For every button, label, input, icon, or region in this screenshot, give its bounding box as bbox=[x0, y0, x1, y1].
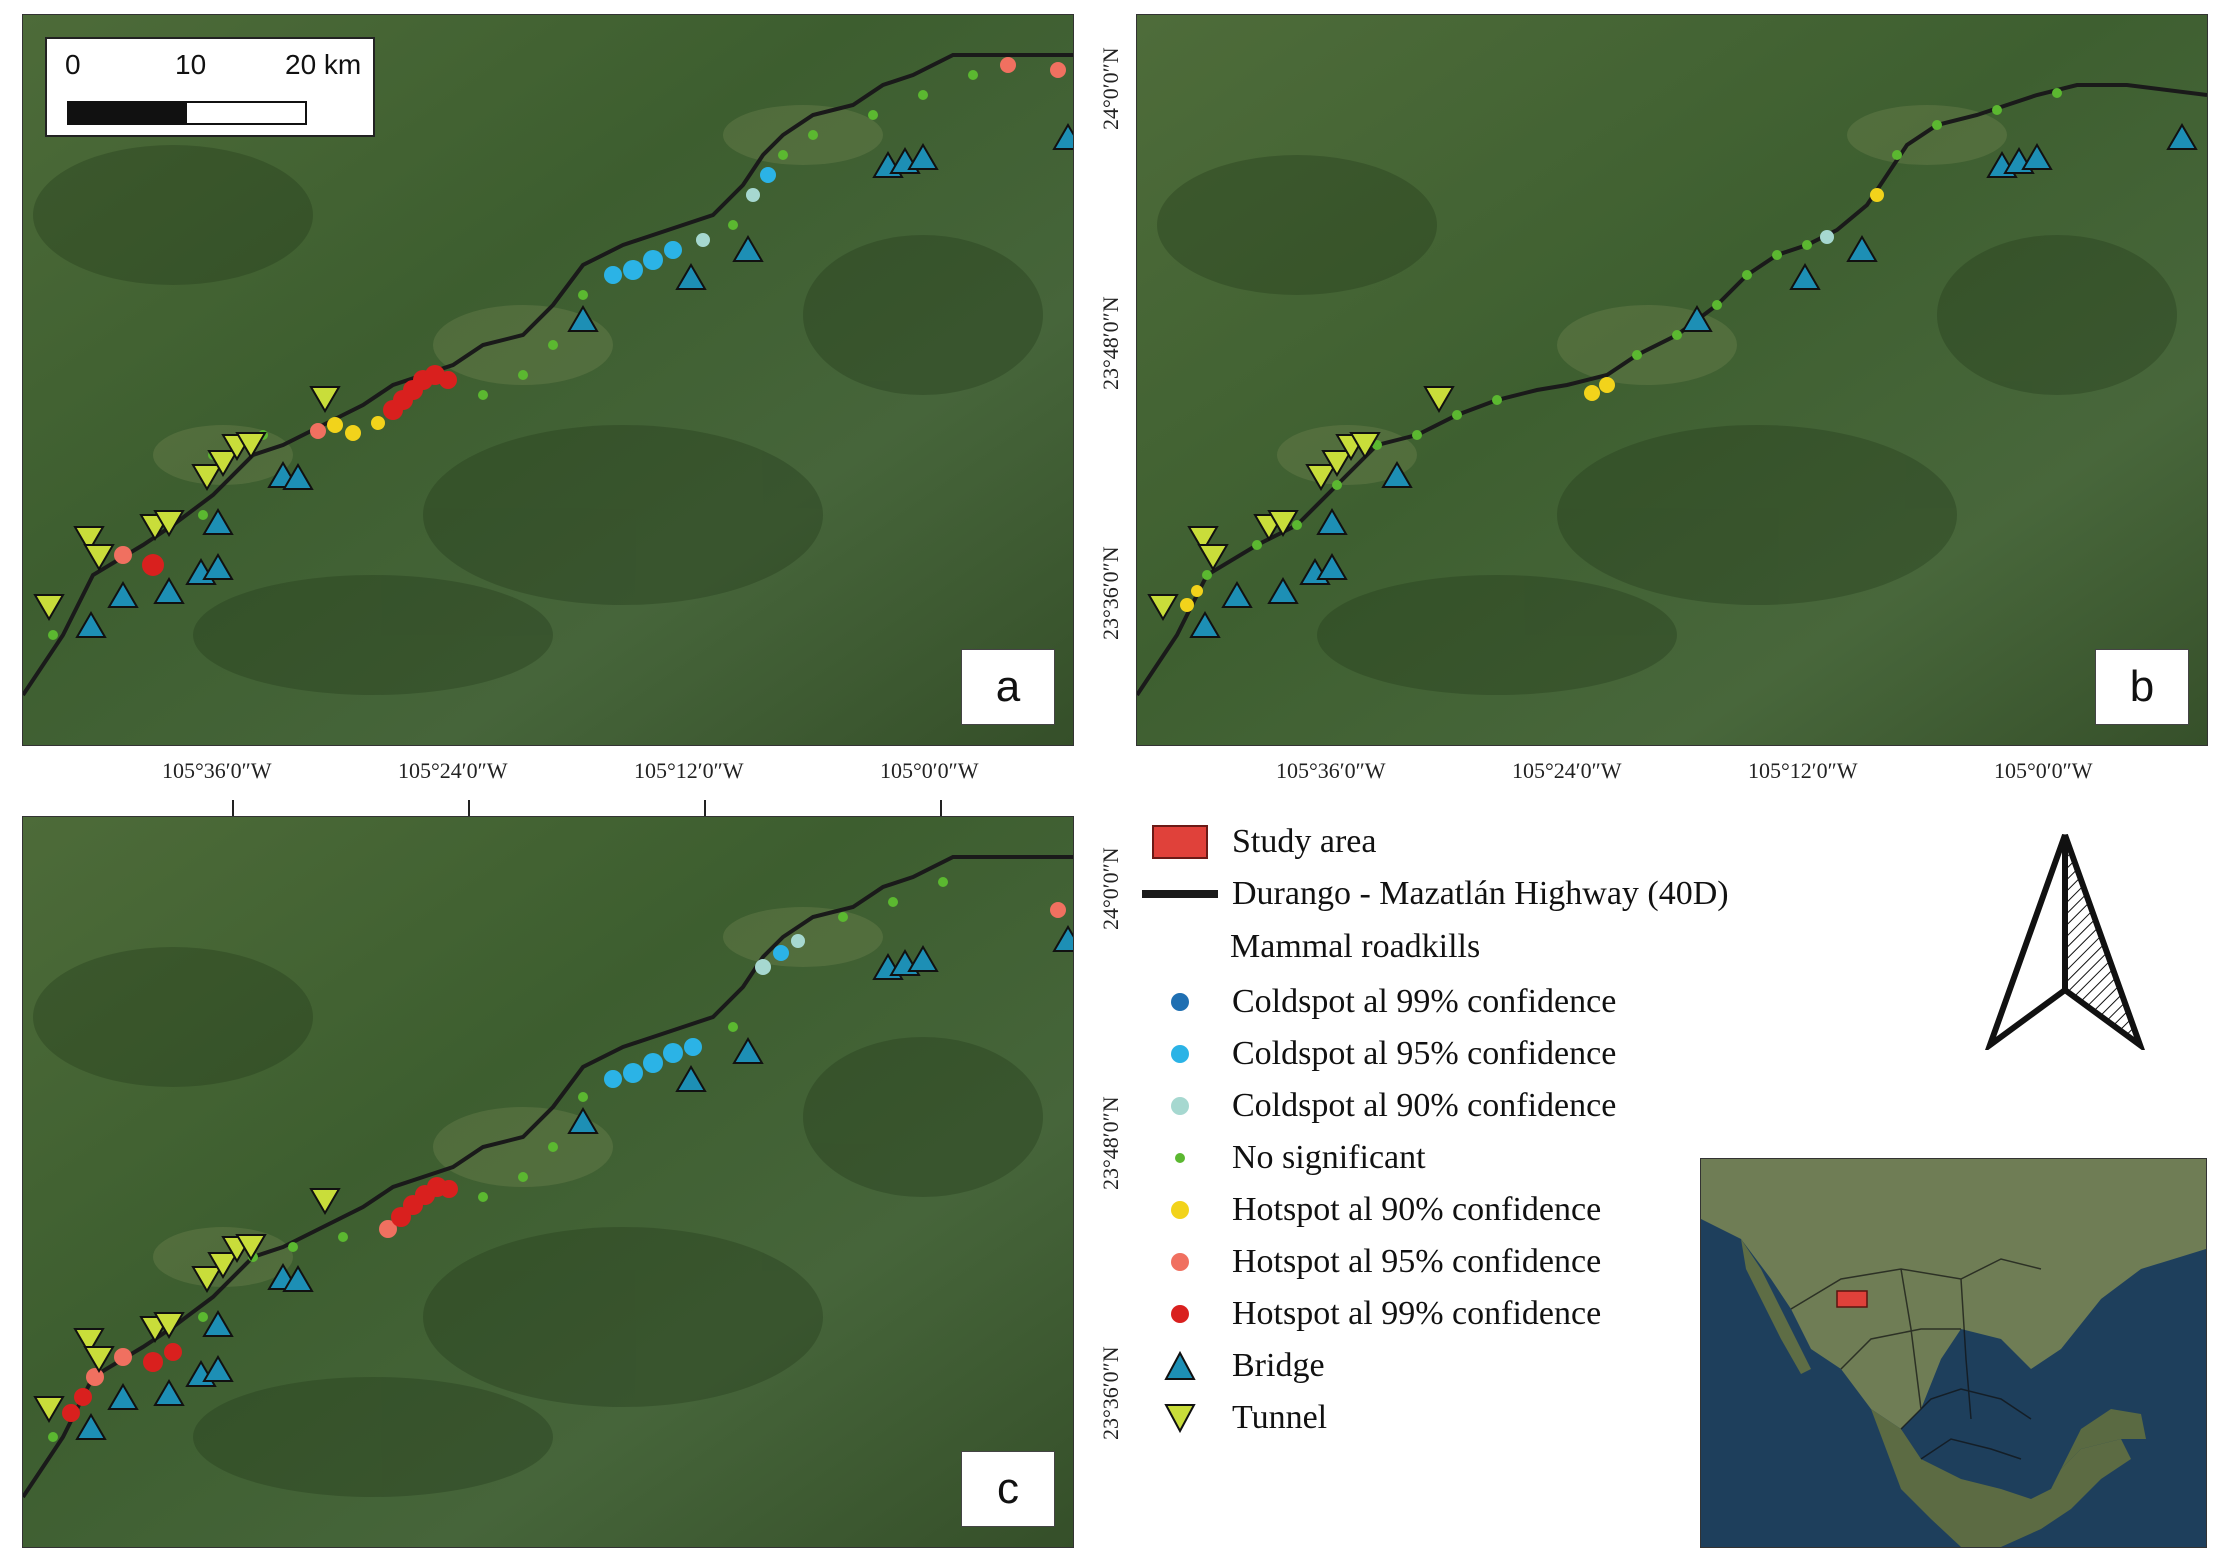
study-area-swatch bbox=[1152, 825, 1208, 859]
lon-label-b-2: 105°24′0″W bbox=[1512, 758, 1622, 783]
hotspot-95-dot bbox=[1171, 1253, 1189, 1271]
lat-label-c-1: 24°0′0″N bbox=[1098, 847, 1123, 930]
lat-label-a-3: 23°36′0″N bbox=[1098, 546, 1123, 640]
map-panel-a: 0 10 20 km a bbox=[22, 14, 1074, 746]
highway-line-c bbox=[23, 855, 1073, 1499]
map-panel-b: b bbox=[1136, 14, 2208, 746]
legend-class-0: Coldspot al 99% confidence bbox=[1140, 980, 1616, 1024]
legend-class-5-label: Hotspot al 95% confidence bbox=[1232, 1243, 1602, 1280]
legend-class-1-label: Coldspot al 95% confidence bbox=[1232, 1035, 1617, 1072]
lon-label-a-4: 105°0′0″W bbox=[880, 758, 979, 783]
lat-label-c-2: 23°48′0″N bbox=[1098, 1096, 1123, 1190]
inset-mainland-south bbox=[1871, 1409, 2131, 1547]
legend-study-area-label: Study area bbox=[1232, 823, 1377, 860]
inset-land-north bbox=[1701, 1159, 2206, 1429]
bridge-markers-a bbox=[75, 123, 1073, 638]
scale-segment-black bbox=[67, 101, 189, 125]
highway-line-a bbox=[23, 53, 1073, 697]
legend-class-0-label: Coldspot al 99% confidence bbox=[1232, 983, 1617, 1020]
hotspot-99-dot bbox=[1171, 1305, 1189, 1323]
legend-class-4: Hotspot al 90% confidence bbox=[1140, 1188, 1601, 1232]
scale-label-10: 10 bbox=[175, 49, 207, 80]
satellite-map-a bbox=[23, 15, 1073, 745]
legend-class-1: Coldspot al 95% confidence bbox=[1140, 1032, 1616, 1076]
map-panel-c: c bbox=[22, 816, 1074, 1548]
scale-segment-white bbox=[185, 101, 307, 125]
lon-label-b-1: 105°36′0″W bbox=[1276, 758, 1386, 783]
bridge-triangle-icon bbox=[1164, 1350, 1196, 1380]
legend-class-6: Hotspot al 99% confidence bbox=[1140, 1292, 1601, 1336]
hotspot-90-dot bbox=[1171, 1201, 1189, 1219]
legend-heading: Mammal roadkills bbox=[1230, 928, 1481, 965]
satellite-map-c bbox=[23, 817, 1073, 1547]
lon-label-a-3: 105°12′0″W bbox=[634, 758, 744, 783]
bridge-markers-c bbox=[75, 925, 1073, 1440]
no-significant-dot bbox=[1175, 1153, 1185, 1163]
legend-class-6-label: Hotspot al 99% confidence bbox=[1232, 1295, 1602, 1332]
inset-map-svg bbox=[1701, 1159, 2206, 1547]
lon-tick-1 bbox=[232, 800, 234, 816]
coldspot-90-dot bbox=[1171, 1097, 1189, 1115]
inset-location-map bbox=[1700, 1158, 2207, 1548]
legend-bridge: Bridge bbox=[1140, 1344, 1325, 1388]
lon-label-b-3: 105°12′0″W bbox=[1748, 758, 1858, 783]
roadkill-points-b bbox=[1180, 88, 2062, 612]
satellite-map-b bbox=[1137, 15, 2207, 745]
scale-label-0: 0 bbox=[65, 49, 81, 80]
legend-tunnel-label: Tunnel bbox=[1232, 1399, 1328, 1436]
legend-class-2: Coldspot al 90% confidence bbox=[1140, 1084, 1616, 1128]
scale-label-20km: 20 km bbox=[285, 49, 362, 80]
legend-class-2-label: Coldspot al 90% confidence bbox=[1232, 1087, 1617, 1124]
lat-label-a-2: 23°48′0″N bbox=[1098, 296, 1123, 390]
lon-label-b-4: 105°0′0″W bbox=[1994, 758, 2093, 783]
legend-class-3-label: No significant bbox=[1232, 1139, 1426, 1176]
lon-tick-4 bbox=[940, 800, 942, 816]
tunnel-markers-a bbox=[33, 386, 341, 621]
legend-class-4-label: Hotspot al 90% confidence bbox=[1232, 1191, 1602, 1228]
legend-class-5: Hotspot al 95% confidence bbox=[1140, 1240, 1601, 1284]
legend-highway: Durango - Mazatlán Highway (40D) bbox=[1140, 872, 1729, 916]
lon-tick-2 bbox=[468, 800, 470, 816]
tunnel-markers-b bbox=[1147, 386, 1455, 621]
inset-state-borders bbox=[1790, 1258, 2042, 1460]
lon-label-a-2: 105°24′0″W bbox=[398, 758, 508, 783]
coldspot-95-dot bbox=[1171, 1045, 1189, 1063]
tunnel-markers-c bbox=[33, 1188, 341, 1423]
inset-baja bbox=[1741, 1239, 1811, 1374]
legend-study-area: Study area bbox=[1140, 820, 1376, 864]
lon-tick-3 bbox=[704, 800, 706, 816]
roadkill-points-c bbox=[48, 877, 1066, 1442]
bridge-markers-b bbox=[1189, 123, 2198, 638]
lon-label-a-1: 105°36′0″W bbox=[162, 758, 272, 783]
panel-label-b: b bbox=[2095, 649, 2189, 725]
coldspot-99-dot bbox=[1171, 993, 1189, 1011]
lat-label-a-1: 24°0′0″N bbox=[1098, 47, 1123, 130]
tunnel-triangle-icon bbox=[1164, 1404, 1196, 1434]
panel-label-c: c bbox=[961, 1451, 1055, 1527]
inset-study-area-marker bbox=[1836, 1290, 1868, 1308]
highway-swatch bbox=[1142, 890, 1218, 898]
legend-class-3: No significant bbox=[1140, 1136, 1426, 1180]
panel-label-a: a bbox=[961, 649, 1055, 725]
scale-bar: 0 10 20 km bbox=[45, 37, 375, 137]
inset-yucatan bbox=[2061, 1409, 2146, 1469]
legend-tunnel: Tunnel bbox=[1140, 1396, 1327, 1440]
north-arrow-icon bbox=[1985, 833, 2145, 1050]
lat-label-c-3: 23°36′0″N bbox=[1098, 1346, 1123, 1440]
legend-highway-label: Durango - Mazatlán Highway (40D) bbox=[1232, 875, 1729, 912]
legend-bridge-label: Bridge bbox=[1232, 1347, 1325, 1384]
